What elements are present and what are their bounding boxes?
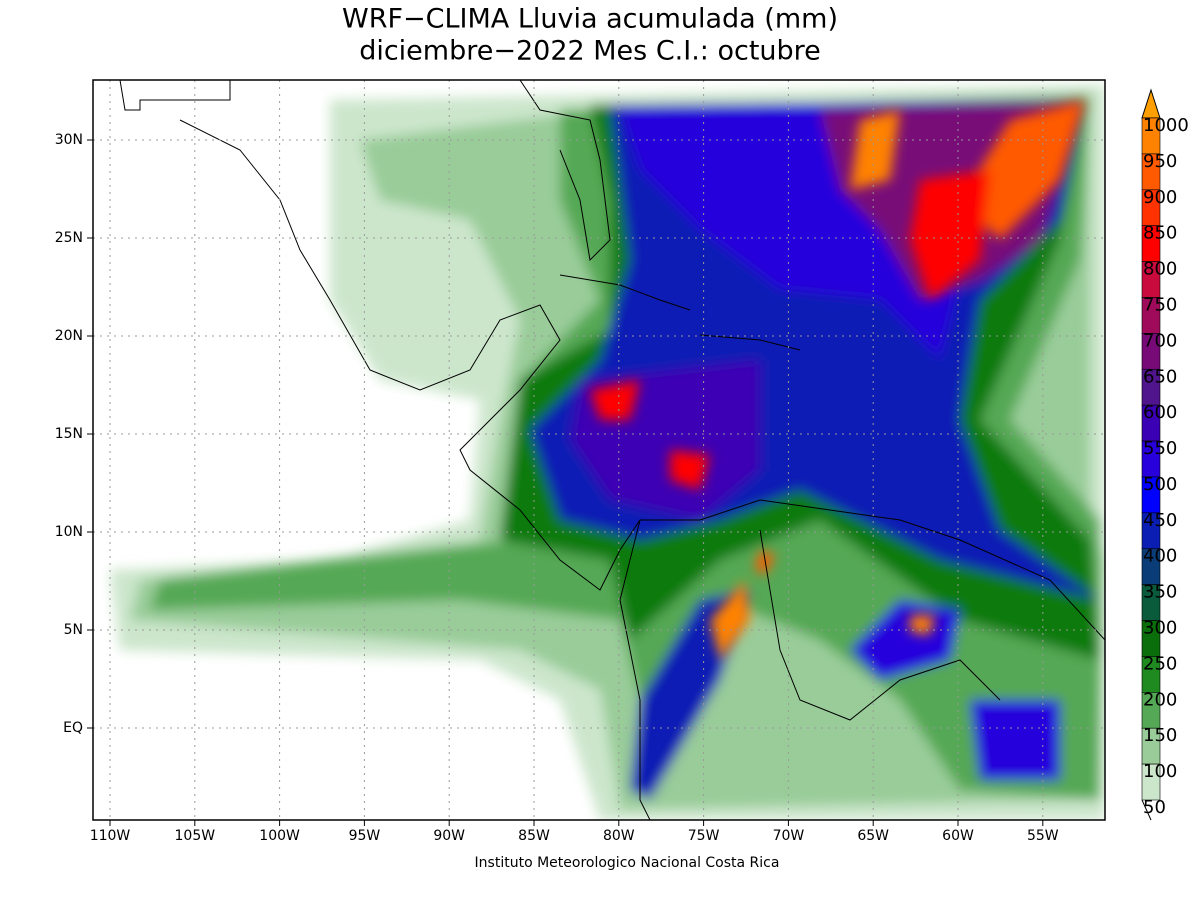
colorbar-label: 200 — [1143, 689, 1177, 710]
colorbar-label: 400 — [1143, 546, 1177, 567]
x-tick-label: 95W — [349, 828, 381, 844]
x-tick-label: 55W — [1027, 828, 1059, 844]
x-tick-label: 105W — [175, 828, 216, 844]
y-tick-label: 10N — [55, 524, 83, 540]
x-tick-label: 65W — [857, 828, 889, 844]
colorbar-label: 450 — [1143, 510, 1177, 531]
axes: 110W 105W 100W 95W 90W 85W 80W 75W 70W 65W 60W 55W 3… — [55, 132, 1059, 844]
subtitle: diciembre−2022 Mes C.I.: octubre — [359, 36, 821, 67]
x-tick-label: 100W — [259, 828, 300, 844]
colorbar-label: 100 — [1143, 761, 1177, 782]
graticule — [93, 80, 1105, 820]
x-tick-label: 90W — [433, 828, 465, 844]
coastlines — [119, 80, 1105, 820]
colorbar-label: 1000 — [1143, 115, 1189, 136]
colorbar-label: 550 — [1143, 438, 1177, 459]
colorbar-label: 650 — [1143, 366, 1177, 387]
colorbar-label: 850 — [1143, 223, 1177, 244]
y-tick-label: 5N — [64, 622, 83, 638]
colorbar-label: 150 — [1143, 725, 1177, 746]
colorbar-label: 50 — [1143, 797, 1166, 818]
x-tick-label: 80W — [603, 828, 635, 844]
map-frame — [92, 79, 1106, 821]
colorbar-label: 800 — [1143, 259, 1177, 280]
y-tick-label: 25N — [55, 230, 83, 246]
colorbar-tail — [1141, 799, 1152, 821]
colorbar-label: 700 — [1143, 330, 1177, 351]
colorbar-label: 500 — [1143, 474, 1177, 495]
precipitation-field — [93, 80, 1105, 820]
colorbar-label: 750 — [1143, 294, 1177, 315]
x-tick-label: 110W — [90, 828, 131, 844]
y-tick-label: 20N — [55, 328, 83, 344]
footer: Instituto Meteorologico Nacional Costa R… — [475, 855, 780, 871]
colorbar-label: 250 — [1143, 653, 1177, 674]
colorbar: 1000 950 900 850 800 750 700 650 600 550 500 450 400… — [1141, 88, 1189, 821]
x-tick-label: 60W — [942, 828, 974, 844]
y-tick-label: EQ — [63, 720, 83, 736]
colorbar-box — [1141, 763, 1161, 801]
colorbar-label: 300 — [1143, 618, 1177, 639]
x-tick-label: 75W — [688, 828, 720, 844]
colorbar-arrow — [1141, 88, 1161, 119]
x-tick-label: 70W — [773, 828, 805, 844]
colorbar-label: 350 — [1143, 582, 1177, 603]
title: WRF−CLIMA Lluvia acumulada (mm) — [342, 4, 838, 35]
y-tick-label: 30N — [55, 132, 83, 148]
colorbar-label: 950 — [1143, 151, 1177, 172]
y-tick-label: 15N — [55, 426, 83, 442]
x-tick-label: 85W — [518, 828, 550, 844]
colorbar-label: 600 — [1143, 402, 1177, 423]
colorbar-label: 900 — [1143, 187, 1177, 208]
